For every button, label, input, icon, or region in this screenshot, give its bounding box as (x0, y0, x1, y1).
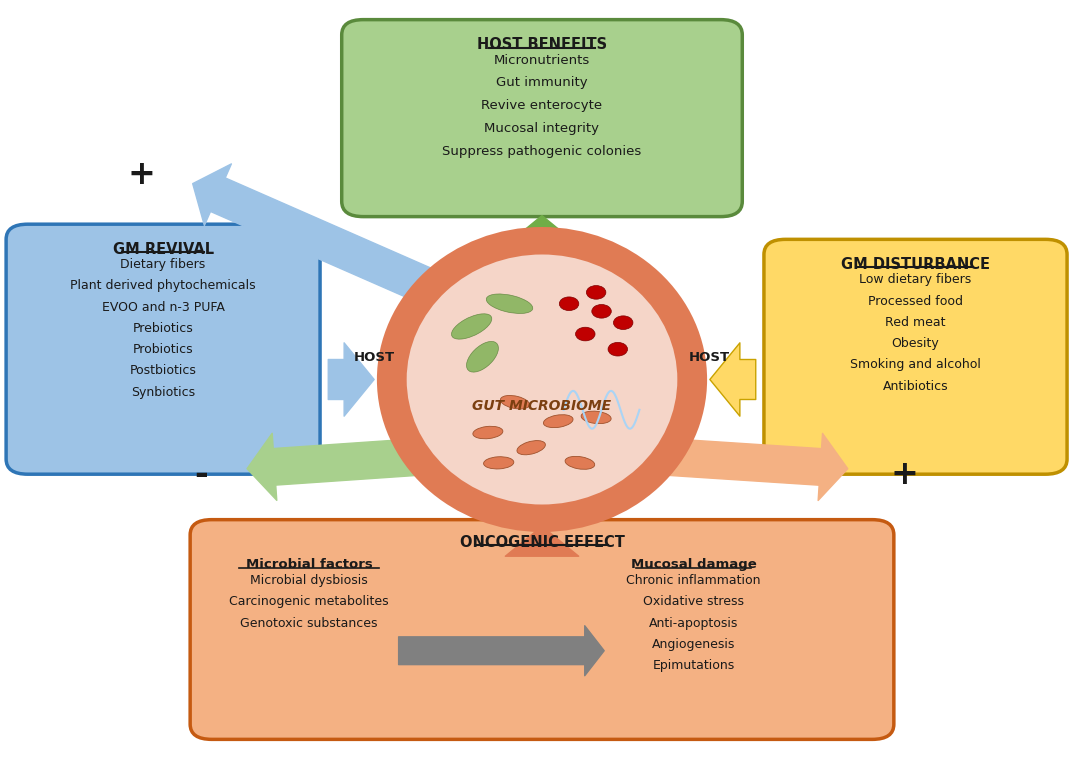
Text: GM REVIVAL: GM REVIVAL (113, 241, 214, 257)
Ellipse shape (451, 313, 492, 339)
Text: Revive enterocyte: Revive enterocyte (481, 99, 603, 112)
Text: Dietary fibers: Dietary fibers (120, 258, 206, 271)
Text: Oxidative stress: Oxidative stress (643, 595, 744, 609)
Text: GM DISTURBANCE: GM DISTURBANCE (841, 257, 990, 272)
Ellipse shape (487, 294, 532, 313)
Text: Microbial dysbiosis: Microbial dysbiosis (250, 575, 369, 587)
Text: Probiotics: Probiotics (132, 343, 193, 356)
FancyBboxPatch shape (764, 239, 1067, 474)
Text: Smoking and alcohol: Smoking and alcohol (850, 358, 981, 371)
Ellipse shape (377, 227, 707, 532)
Ellipse shape (581, 411, 611, 424)
Text: HOST BENEFITS: HOST BENEFITS (477, 37, 607, 52)
Text: +: + (128, 159, 155, 191)
Ellipse shape (406, 254, 678, 505)
Text: Processed food: Processed food (868, 294, 963, 307)
Text: +: + (891, 458, 918, 491)
Text: Gut immunity: Gut immunity (496, 77, 588, 90)
Circle shape (614, 316, 633, 329)
Ellipse shape (483, 457, 514, 469)
Text: Micronutrients: Micronutrients (494, 54, 590, 67)
Ellipse shape (473, 427, 503, 439)
Text: Antibiotics: Antibiotics (882, 380, 948, 392)
Text: Suppress pathogenic colonies: Suppress pathogenic colonies (442, 145, 642, 158)
Text: Prebiotics: Prebiotics (132, 322, 193, 335)
Text: Angiogenesis: Angiogenesis (651, 638, 735, 651)
Ellipse shape (501, 395, 529, 409)
FancyBboxPatch shape (341, 20, 743, 216)
Ellipse shape (543, 414, 573, 427)
Text: Epimutations: Epimutations (653, 659, 735, 672)
Circle shape (559, 297, 579, 310)
Text: HOST: HOST (353, 351, 395, 364)
Text: Chronic inflammation: Chronic inflammation (627, 575, 761, 587)
Text: Synbiotics: Synbiotics (131, 386, 195, 398)
Text: EVOO and n-3 PUFA: EVOO and n-3 PUFA (102, 301, 224, 313)
Circle shape (608, 342, 628, 356)
Text: ONCOGENIC EFFECT: ONCOGENIC EFFECT (460, 535, 624, 550)
Ellipse shape (517, 440, 545, 455)
Text: Anti-apoptosis: Anti-apoptosis (649, 616, 738, 630)
Text: Microbial factors: Microbial factors (246, 558, 373, 571)
Text: Plant derived phytochemicals: Plant derived phytochemicals (70, 279, 256, 292)
Text: Obesity: Obesity (892, 337, 940, 350)
Text: Low dietary fibers: Low dietary fibers (860, 273, 971, 286)
Circle shape (576, 327, 595, 341)
Text: -: - (194, 458, 208, 491)
Circle shape (592, 304, 611, 318)
Circle shape (586, 285, 606, 299)
Text: GUT MICROBIOME: GUT MICROBIOME (473, 399, 611, 413)
Ellipse shape (466, 342, 499, 372)
Ellipse shape (565, 456, 595, 469)
Text: Postbiotics: Postbiotics (130, 364, 196, 377)
Text: Mucosal integrity: Mucosal integrity (485, 122, 599, 135)
Text: Carcinogenic metabolites: Carcinogenic metabolites (230, 595, 389, 609)
FancyBboxPatch shape (190, 520, 894, 739)
Text: Genotoxic substances: Genotoxic substances (241, 616, 378, 630)
Text: Red meat: Red meat (886, 316, 945, 329)
Text: HOST: HOST (689, 351, 731, 364)
FancyBboxPatch shape (7, 224, 320, 474)
Text: Mucosal damage: Mucosal damage (631, 558, 757, 571)
